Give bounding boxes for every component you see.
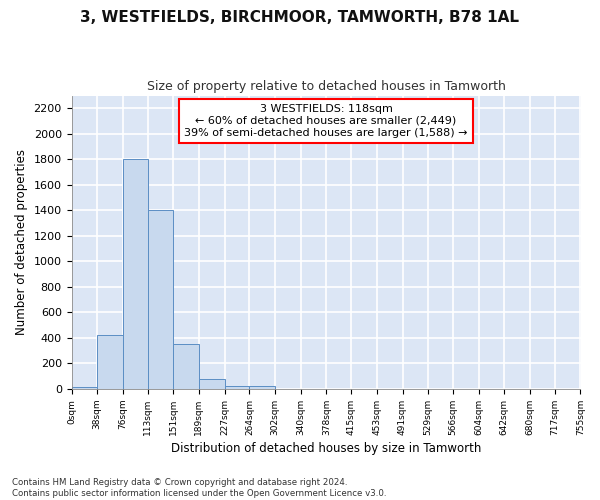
Bar <box>123 160 148 389</box>
Y-axis label: Number of detached properties: Number of detached properties <box>15 150 28 336</box>
Bar <box>224 386 250 389</box>
Title: Size of property relative to detached houses in Tamworth: Size of property relative to detached ho… <box>146 80 505 93</box>
Bar <box>173 344 199 389</box>
X-axis label: Distribution of detached houses by size in Tamworth: Distribution of detached houses by size … <box>171 442 481 455</box>
Bar <box>97 336 123 389</box>
Bar <box>71 387 97 389</box>
Bar <box>250 386 275 389</box>
Text: 3, WESTFIELDS, BIRCHMOOR, TAMWORTH, B78 1AL: 3, WESTFIELDS, BIRCHMOOR, TAMWORTH, B78 … <box>80 10 520 25</box>
Text: Contains HM Land Registry data © Crown copyright and database right 2024.
Contai: Contains HM Land Registry data © Crown c… <box>12 478 386 498</box>
Text: 3 WESTFIELDS: 118sqm
← 60% of detached houses are smaller (2,449)
39% of semi-de: 3 WESTFIELDS: 118sqm ← 60% of detached h… <box>184 104 468 138</box>
Bar <box>199 380 224 389</box>
Bar <box>148 210 173 389</box>
